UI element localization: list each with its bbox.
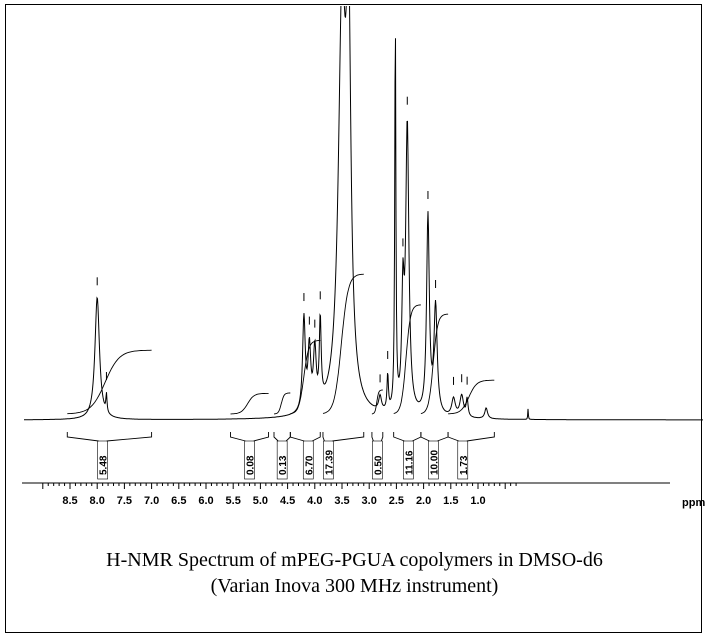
integral-label-box (372, 440, 383, 480)
peak-markers (96, 96, 468, 385)
x-tick-label: 5.5 (226, 495, 241, 507)
integral-label-box (244, 440, 255, 480)
integral-value-label: 10.00 (429, 450, 440, 475)
figure-caption-line2: (Varian Inova 300 MHz instrument) (210, 575, 499, 597)
x-tick-label: 5.0 (253, 495, 268, 507)
integral-curve (393, 304, 421, 414)
integral-label-box (302, 440, 314, 480)
integral-curve (67, 349, 152, 415)
nmr-spectrum-chart: 5.48 0.08 0.13 6.70 17.39 0.50 11.16 10.00 1.73 … (22, 6, 705, 509)
integral-value-label: 0.08 (246, 455, 257, 475)
integral-curve (371, 389, 383, 415)
integral-curve (274, 392, 291, 415)
integral-curve (230, 392, 269, 415)
integral-bracket (273, 432, 291, 442)
x-tick-label: 6.0 (198, 495, 213, 507)
figure-caption-line1: H-NMR Spectrum of mPEG-PGUA copolymers i… (106, 549, 603, 571)
x-tick-label: 4.5 (280, 495, 295, 507)
integral-bracket (393, 432, 422, 442)
integral-value-label: 11.16 (404, 450, 415, 475)
integral-curves (67, 273, 495, 415)
x-tick-label: 3.5 (334, 495, 349, 507)
x-tick-label: 2.5 (389, 495, 404, 507)
integral-bracket (322, 432, 365, 442)
integral-value-label: 0.50 (373, 455, 384, 475)
x-tick-label: 1.5 (443, 495, 458, 507)
integral-bracket (289, 432, 321, 442)
integral-label-box (457, 440, 469, 480)
x-tick-label: 6.5 (171, 495, 186, 507)
integral-bracket (230, 432, 270, 442)
integral-value-label: 17.39 (324, 450, 335, 475)
x-tick-label: 8.5 (62, 495, 77, 507)
integral-value-label: 5.48 (99, 455, 110, 475)
integral-label-box (323, 440, 334, 480)
integral-value-label: 6.70 (304, 455, 315, 475)
integral-bracket (371, 432, 384, 442)
x-tick-label: 1.0 (470, 495, 485, 507)
integral-label-box (276, 440, 288, 480)
x-tick-label: 2.0 (416, 495, 431, 507)
integral-curve (322, 273, 364, 414)
integral-bracket (447, 432, 495, 442)
integral-curve (420, 313, 449, 415)
x-tick-label: 7.0 (144, 495, 159, 507)
x-tick-label: 4.0 (307, 495, 322, 507)
integral-label-box (97, 440, 108, 480)
x-axis: 8.5 8.0 7.5 7.0 6.5 6.0 5.5 5.0 4.5 4.0 3.5 3.0 2.5 2… (22, 482, 670, 507)
x-tick-label: 7.5 (117, 495, 132, 507)
integral-brackets: 5.48 0.08 0.13 6.70 17.39 0.50 11.16 10.00 1.73 (66, 432, 495, 480)
integral-label-box (428, 440, 439, 480)
integral-value-label: 1.73 (459, 455, 470, 475)
integral-curve (448, 379, 495, 415)
x-tick-label: 3.0 (362, 495, 377, 507)
integral-label-box (403, 440, 414, 480)
x-axis-label: ppm (682, 497, 705, 509)
spectrum-line (24, 6, 703, 421)
x-tick-label: 8.0 (90, 495, 105, 507)
figure-frame (5, 4, 702, 633)
integral-value-label: 0.13 (278, 455, 289, 475)
integral-bracket (420, 432, 449, 442)
integral-bracket (66, 432, 153, 442)
